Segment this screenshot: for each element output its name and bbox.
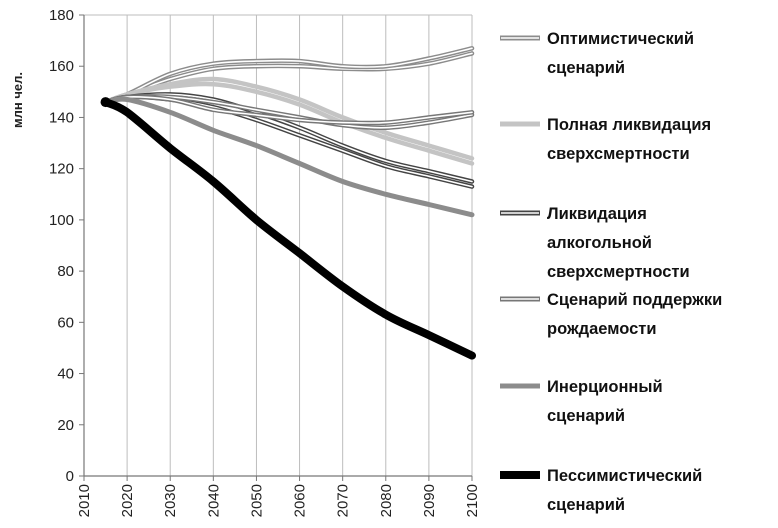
x-tick-label-2080: 2080 <box>378 484 395 517</box>
legend-item-5: Инерционный сценарий <box>500 378 663 425</box>
x-tick-label-2060: 2060 <box>292 484 309 517</box>
x-tick-label-2030: 2030 <box>162 484 179 517</box>
legend-label-line: алкогольной <box>547 234 652 252</box>
legend-label-line: Полная ликвидация <box>547 116 711 134</box>
series-2 <box>103 76 475 166</box>
x-tick-label-2070: 2070 <box>335 484 352 517</box>
legend-item-3: Ликвидация алкогольной сверхсмертности <box>500 205 690 281</box>
start-point-marker <box>100 97 111 108</box>
legend-label-line: Пессимистический <box>547 467 702 485</box>
x-tick-label-2100: 2100 <box>464 484 481 517</box>
series-6-line <box>101 98 476 360</box>
x-tick-label-2050: 2050 <box>248 484 265 517</box>
legend-label-line: Оптимистический <box>547 30 694 48</box>
x-tick-label-2040: 2040 <box>205 484 222 517</box>
series-5 <box>103 96 475 218</box>
y-tick-label-140: 140 <box>49 109 74 126</box>
series-2-line <box>103 81 475 166</box>
series-4 <box>103 94 475 131</box>
series-4-line-inner <box>104 96 473 124</box>
y-tick-label-120: 120 <box>49 161 74 178</box>
legend-item-2: Полная ликвидация сверхсмертности <box>500 116 711 163</box>
y-tick-label-20: 20 <box>57 417 74 434</box>
legend-label-line: сценарий <box>547 496 625 514</box>
grid <box>83 14 473 476</box>
legend: Оптимистический сценарий Полная ликвидация… <box>500 30 722 514</box>
series-1-line-inner <box>104 47 473 103</box>
legend-label-line: сверхсмертности <box>547 145 690 163</box>
legend-item-1: Оптимистический сценарий <box>500 30 694 77</box>
legend-label-line: сценарий <box>547 59 625 77</box>
y-tick-label-60: 60 <box>57 314 74 331</box>
y-tick-label-80: 80 <box>57 263 74 280</box>
legend-label-line: Инерционный <box>547 378 663 396</box>
y-tick-label-180: 180 <box>49 7 74 24</box>
legend-item-6: Пессимистический сценарий <box>500 467 702 514</box>
series-5-line <box>103 96 475 218</box>
legend-label-line: сверхсмертности <box>547 263 690 281</box>
legend-item-4: Сценарий поддержки рождаемости <box>500 291 722 338</box>
y-axis-label: млн чел. <box>10 72 25 128</box>
legend-label-line: Сценарий поддержки <box>547 291 722 309</box>
x-tick-label-2090: 2090 <box>421 484 438 517</box>
legend-label-line: сценарий <box>547 407 625 425</box>
y-tick-label-40: 40 <box>57 366 74 383</box>
legend-label-line: Ликвидация <box>547 205 647 223</box>
y-tick-label-160: 160 <box>49 58 74 75</box>
x-tick-label-2010: 2010 <box>76 484 93 517</box>
series-6 <box>101 98 476 360</box>
x-tick-label-2020: 2020 <box>119 484 136 517</box>
y-tick-label-100: 100 <box>49 212 74 229</box>
legend-label-line: рождаемости <box>547 320 657 338</box>
series-lines <box>100 46 476 360</box>
y-tick-label-0: 0 <box>66 468 74 485</box>
